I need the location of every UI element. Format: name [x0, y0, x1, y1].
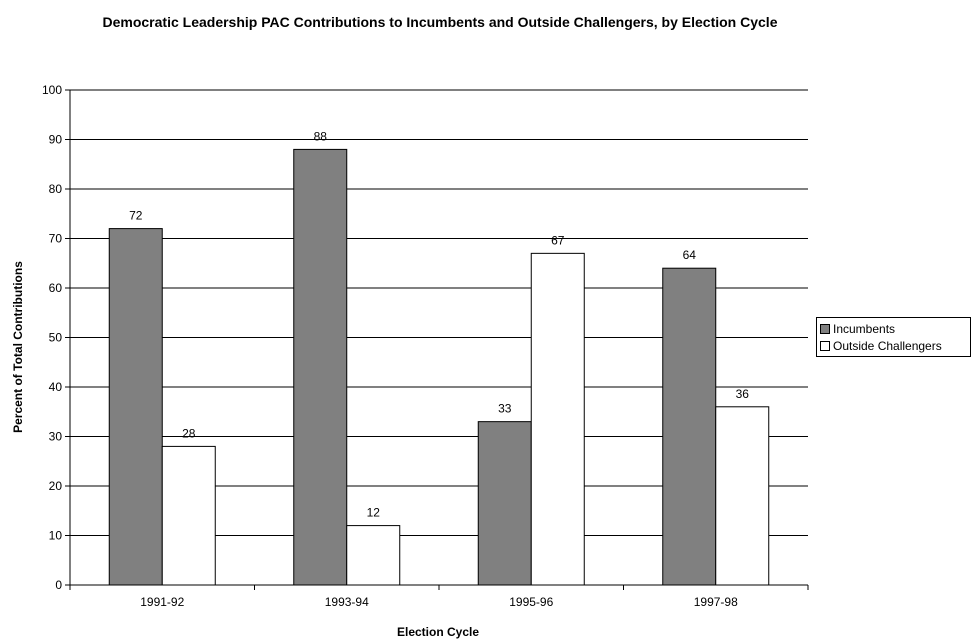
bar-incumbents — [293, 148, 348, 586]
data-label: 72 — [129, 209, 143, 223]
y-tick-label: 60 — [49, 281, 63, 295]
y-tick-label: 10 — [49, 529, 63, 543]
axes: 0 10 20 30 40 50 60 70 80 90 100 1991-92 1993-94 1995… — [42, 83, 809, 609]
legend: Incumbents Outside Challengers — [816, 317, 971, 357]
x-tick-label: 1991-92 — [140, 595, 184, 609]
bar-incumbents — [108, 228, 163, 586]
data-label: 12 — [367, 506, 381, 520]
legend-item: Incumbents — [820, 320, 967, 337]
legend-label: Outside Challengers — [833, 338, 942, 353]
y-tick-label: 0 — [55, 578, 62, 592]
bars — [108, 148, 770, 586]
legend-swatch — [820, 323, 830, 334]
y-tick-label: 20 — [49, 479, 63, 493]
y-tick-label: 70 — [49, 232, 63, 246]
y-tick-label: 40 — [49, 380, 63, 394]
legend-label: Incumbents — [833, 321, 896, 336]
y-tick-label: 100 — [42, 83, 62, 97]
data-label: 28 — [182, 426, 196, 440]
data-label: 67 — [551, 233, 565, 247]
bar-outside-challengers — [715, 406, 770, 586]
y-tick-label: 30 — [49, 430, 63, 444]
bar-incumbents — [477, 421, 532, 586]
data-label: 36 — [736, 387, 750, 401]
data-labels: 72 28 88 12 33 67 64 36 — [129, 129, 749, 519]
x-tick-label: 1993-94 — [325, 595, 369, 609]
legend-item: Outside Challengers — [820, 337, 967, 354]
x-tick-label: 1995-96 — [509, 595, 553, 609]
data-label: 88 — [314, 129, 328, 143]
y-tick-label: 90 — [49, 133, 63, 147]
chart-title: Democratic Leadership PAC Contributions … — [102, 14, 778, 30]
bar-outside-challengers — [346, 525, 401, 586]
bar-incumbents — [662, 267, 717, 586]
legend-swatch — [820, 340, 830, 351]
bar-outside-challengers — [161, 445, 216, 586]
y-axis-title: Percent of Total Contributions — [11, 261, 25, 433]
x-tick-label: 1997-98 — [694, 595, 738, 609]
data-label: 33 — [498, 402, 512, 416]
bar-outside-challengers — [530, 252, 585, 586]
x-axis-title: Election Cycle — [397, 625, 479, 639]
y-tick-label: 50 — [49, 331, 63, 345]
y-tick-label: 80 — [49, 182, 63, 196]
data-label: 64 — [683, 248, 697, 262]
